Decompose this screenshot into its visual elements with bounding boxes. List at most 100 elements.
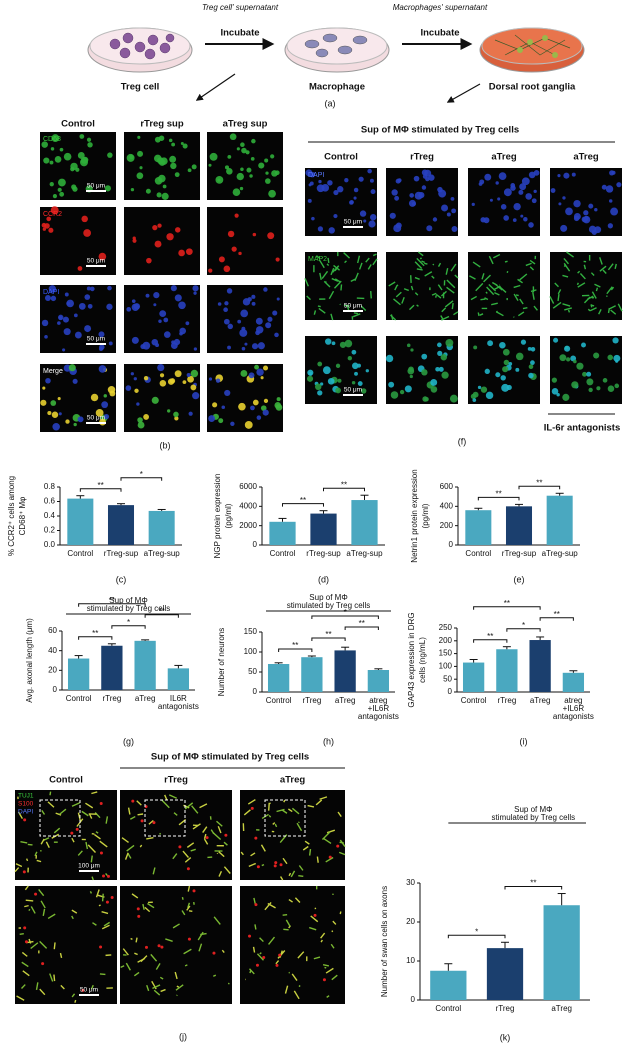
cell xyxy=(137,914,141,918)
cell xyxy=(262,409,269,416)
cell xyxy=(336,844,340,848)
cell xyxy=(602,378,608,383)
cell xyxy=(418,192,425,199)
fiber xyxy=(176,994,178,997)
fiber xyxy=(122,948,129,956)
cell xyxy=(24,940,28,944)
fiber xyxy=(126,844,135,852)
cell xyxy=(586,371,592,377)
fiber xyxy=(203,838,209,845)
fiber xyxy=(256,953,265,961)
cell xyxy=(70,831,74,835)
cell xyxy=(215,378,221,383)
fiber xyxy=(284,985,289,994)
fiber xyxy=(275,960,280,965)
fiber xyxy=(432,263,435,266)
fiber xyxy=(172,923,180,929)
fiber xyxy=(440,290,447,297)
fiber xyxy=(435,293,442,299)
fiber xyxy=(330,313,334,321)
y-tick-label: 200 xyxy=(439,636,453,645)
y-axis-label: Netrin1 protein expression xyxy=(410,469,419,562)
stain-label: DAPI xyxy=(308,172,324,179)
cell xyxy=(519,183,527,191)
cell xyxy=(435,366,440,372)
fiber xyxy=(331,974,338,981)
significance-bracket xyxy=(282,503,324,507)
bar xyxy=(496,649,518,692)
fiber xyxy=(42,908,46,916)
fiber xyxy=(453,311,459,316)
fiber xyxy=(35,982,39,991)
cell xyxy=(104,185,111,192)
fiber xyxy=(16,995,25,1001)
fiber xyxy=(388,281,396,287)
fiber xyxy=(153,989,161,996)
fiber xyxy=(134,952,138,956)
fiber xyxy=(504,260,508,263)
y-tick-label: 0.0 xyxy=(44,540,56,549)
cell xyxy=(525,193,533,200)
fiber xyxy=(609,305,616,310)
fiber xyxy=(479,313,484,316)
cell xyxy=(388,381,395,388)
x-tick-label: Control xyxy=(465,549,491,558)
cell xyxy=(314,383,322,391)
cell xyxy=(278,953,282,957)
zoom-box xyxy=(39,799,81,837)
fiber xyxy=(346,305,350,311)
y-tick-label: 30 xyxy=(406,878,415,887)
cell xyxy=(571,381,579,389)
fiber xyxy=(296,822,303,832)
cell xyxy=(399,389,405,395)
cell xyxy=(268,189,276,198)
bar xyxy=(367,670,390,692)
y-tick-label: 2000 xyxy=(239,521,257,530)
fiber xyxy=(267,902,276,909)
caption: (g) xyxy=(123,736,134,746)
fiber xyxy=(566,251,574,258)
cell xyxy=(515,352,524,361)
fiber xyxy=(92,922,97,926)
cells xyxy=(109,32,175,60)
fiber xyxy=(313,956,321,960)
micrograph xyxy=(207,207,283,275)
y-axis-label: CD68⁺ Mφ xyxy=(18,497,27,536)
fiber xyxy=(431,292,437,296)
fiber xyxy=(135,937,138,943)
bar xyxy=(267,664,290,692)
fiber xyxy=(557,294,560,302)
fiber xyxy=(562,303,571,307)
cell xyxy=(50,400,57,406)
micrograph xyxy=(240,886,345,1004)
cell xyxy=(163,331,171,338)
fiber xyxy=(248,968,255,975)
cell xyxy=(143,414,150,420)
cell xyxy=(274,170,280,176)
y-axis-label: (pg/ml) xyxy=(224,503,233,528)
fiber xyxy=(95,831,99,834)
fiber xyxy=(333,280,342,289)
cell xyxy=(551,388,559,395)
cell xyxy=(318,179,322,184)
bar xyxy=(462,662,485,692)
y-axis-label: cells (ng/mL) xyxy=(418,637,427,683)
cell xyxy=(421,369,428,376)
cell xyxy=(499,341,506,349)
cell xyxy=(351,349,357,355)
fiber xyxy=(517,311,525,317)
fiber xyxy=(139,844,143,848)
panel-title: Sup of MΦ stimulated by Treg cells xyxy=(151,752,309,763)
cell xyxy=(134,388,139,393)
cell xyxy=(174,172,180,178)
fiber xyxy=(587,308,591,312)
fiber xyxy=(367,264,372,270)
cell xyxy=(186,867,190,871)
fiber xyxy=(27,843,33,846)
label: Macrophage xyxy=(309,82,365,93)
cell xyxy=(136,907,140,911)
cell xyxy=(354,371,358,376)
fiber xyxy=(49,973,54,982)
fiber xyxy=(87,844,97,853)
cell xyxy=(328,855,332,859)
